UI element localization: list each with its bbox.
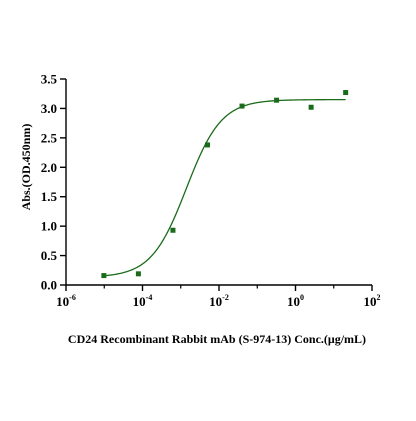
y-axis-title: Abs.(OD.450nm)	[19, 124, 33, 211]
x-tick-label: 10-4	[133, 293, 153, 309]
x-axis-title: CD24 Recombinant Rabbit mAb (S-974-13) C…	[68, 332, 366, 346]
y-tick-label: 2.0	[41, 160, 57, 175]
data-point	[170, 227, 176, 233]
fit-curve	[103, 98, 346, 277]
y-tick-label: 3.0	[41, 101, 57, 116]
x-tick-label: 100	[287, 293, 304, 309]
data-point	[343, 90, 349, 96]
y-tick-label: 1.0	[41, 219, 57, 234]
data-point	[239, 103, 245, 109]
data-point	[308, 104, 314, 110]
y-tick-label: 3.5	[41, 72, 58, 87]
y-tick-label: 0.0	[41, 278, 57, 293]
fit-curve-layer	[103, 98, 346, 277]
x-tick-label: 10-2	[209, 293, 229, 309]
axes: 0.0 0.5 1.0 1.5 2.0 2.5 3.0 3.5 10-6 10-4 10-2 100 1…	[41, 72, 381, 310]
y-tick-label: 1.5	[41, 189, 58, 204]
data-point	[204, 142, 210, 148]
data-point	[135, 271, 141, 277]
x-tick-label: 10-6	[56, 293, 76, 309]
y-tick-label: 0.5	[41, 248, 58, 263]
x-tick-label: 102	[364, 293, 381, 309]
y-tick-label: 2.5	[41, 130, 58, 145]
data-point	[101, 273, 107, 279]
data-point	[274, 97, 280, 103]
data-points	[101, 90, 349, 279]
